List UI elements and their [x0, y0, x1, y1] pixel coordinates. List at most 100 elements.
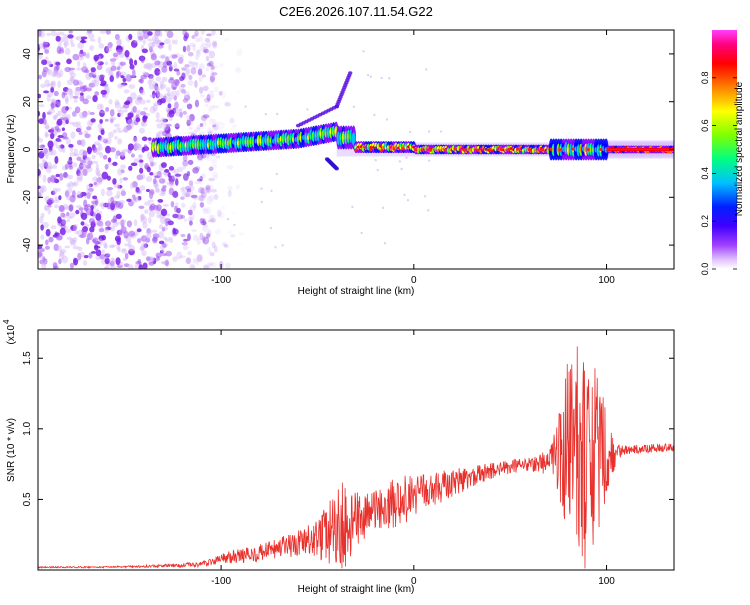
- noise-blob: [41, 259, 47, 267]
- band-peak: [414, 147, 418, 152]
- noise-blob: [183, 245, 189, 251]
- noise-blob: [119, 61, 126, 66]
- noise-blob: [145, 176, 153, 183]
- noise-blob: [210, 261, 218, 268]
- noise-blob: [184, 190, 189, 198]
- noise-blob: [167, 91, 171, 97]
- noise-blob: [193, 61, 199, 66]
- noise-blob: [199, 232, 204, 241]
- noise-blob: [100, 80, 107, 86]
- noise-blob: [168, 236, 173, 240]
- noise-blob: [148, 210, 156, 218]
- noise-blob: [180, 186, 185, 193]
- noise-blob: [67, 174, 73, 180]
- noise-blob: [79, 169, 83, 177]
- noise-outlier: [406, 198, 410, 202]
- noise-outlier: [260, 200, 263, 204]
- noise-blob: [44, 245, 50, 250]
- noise-blob: [174, 123, 181, 127]
- noise-blob: [154, 175, 161, 179]
- noise-blob: [62, 136, 69, 140]
- noise-blob: [205, 187, 211, 194]
- snr-scale-label: (x10 4: [2, 319, 17, 344]
- noise-blob: [137, 195, 142, 201]
- noise-blob: [202, 187, 210, 191]
- noise-blob: [99, 137, 106, 143]
- spectrogram-ytick-label: -20: [22, 190, 33, 205]
- noise-blob: [113, 195, 120, 199]
- noise-blob: [119, 106, 124, 110]
- noise-blob: [66, 79, 74, 86]
- noise-blob: [120, 82, 128, 86]
- noise-blob: [108, 98, 113, 105]
- noise-blob: [77, 252, 82, 261]
- noise-blob: [118, 109, 124, 117]
- noise-blob: [95, 249, 102, 257]
- noise-blob: [68, 181, 74, 189]
- noise-blob: [156, 123, 164, 129]
- noise-blob: [159, 216, 167, 225]
- noise-blob: [162, 203, 170, 207]
- noise-blob: [186, 188, 193, 197]
- noise-blob: [105, 30, 111, 35]
- noise-blob: [114, 136, 118, 140]
- noise-blob: [175, 111, 182, 117]
- noise-blob: [174, 39, 178, 45]
- noise-blob: [182, 98, 189, 104]
- noise-blob: [184, 32, 190, 39]
- noise-blob: [149, 171, 154, 176]
- noise-blob: [77, 42, 84, 49]
- noise-blob: [103, 255, 109, 260]
- snr-xtick-label: 0: [411, 576, 417, 587]
- noise-blob: [159, 30, 163, 36]
- noise-blob: [188, 127, 193, 131]
- noise-blob: [88, 72, 94, 78]
- noise-blob: [130, 153, 135, 158]
- noise-blob: [38, 30, 42, 36]
- noise-blob: [184, 64, 190, 68]
- noise-outlier: [380, 76, 383, 80]
- noise-blob: [53, 90, 59, 97]
- noise-blob: [134, 98, 142, 106]
- noise-blob: [133, 143, 138, 151]
- noise-blob: [110, 65, 117, 71]
- noise-blob: [176, 207, 181, 214]
- noise-blob: [103, 241, 108, 249]
- noise-blob: [206, 93, 211, 102]
- noise-blob: [158, 130, 163, 134]
- noise-blob: [170, 82, 178, 90]
- noise-blob: [87, 120, 93, 127]
- noise-blob: [137, 237, 142, 244]
- noise-blob: [147, 137, 152, 141]
- noise-blob: [172, 86, 177, 90]
- noise-blob: [38, 74, 42, 80]
- noise-blob: [153, 102, 160, 107]
- colorbar-tick-label: 0.0: [700, 263, 710, 276]
- noise-blob: [62, 87, 69, 93]
- noise-blob: [192, 201, 197, 209]
- noise-blob: [161, 187, 167, 192]
- noise-blob: [205, 42, 212, 49]
- noise-blob: [43, 147, 48, 154]
- noise-blob: [80, 38, 85, 44]
- noise-blob: [161, 243, 167, 248]
- noise-blob: [156, 131, 162, 140]
- noise-blob: [98, 180, 103, 185]
- noise-blob: [47, 60, 52, 65]
- noise-blob: [157, 44, 164, 49]
- noise-blob: [206, 40, 212, 48]
- band-cell: [352, 135, 356, 142]
- noise-blob: [66, 188, 73, 194]
- noise-blob: [116, 237, 121, 245]
- noise-blob: [148, 261, 155, 266]
- noise-blob: [158, 70, 163, 74]
- noise-blob: [181, 72, 186, 80]
- noise-blob: [115, 150, 121, 157]
- noise-blob: [96, 65, 101, 71]
- noise-blob: [122, 257, 127, 261]
- noise-blob: [156, 39, 162, 44]
- noise-blob: [53, 66, 59, 74]
- noise-outlier: [398, 160, 402, 163]
- noise-blob: [76, 156, 82, 161]
- noise-blob: [204, 38, 211, 43]
